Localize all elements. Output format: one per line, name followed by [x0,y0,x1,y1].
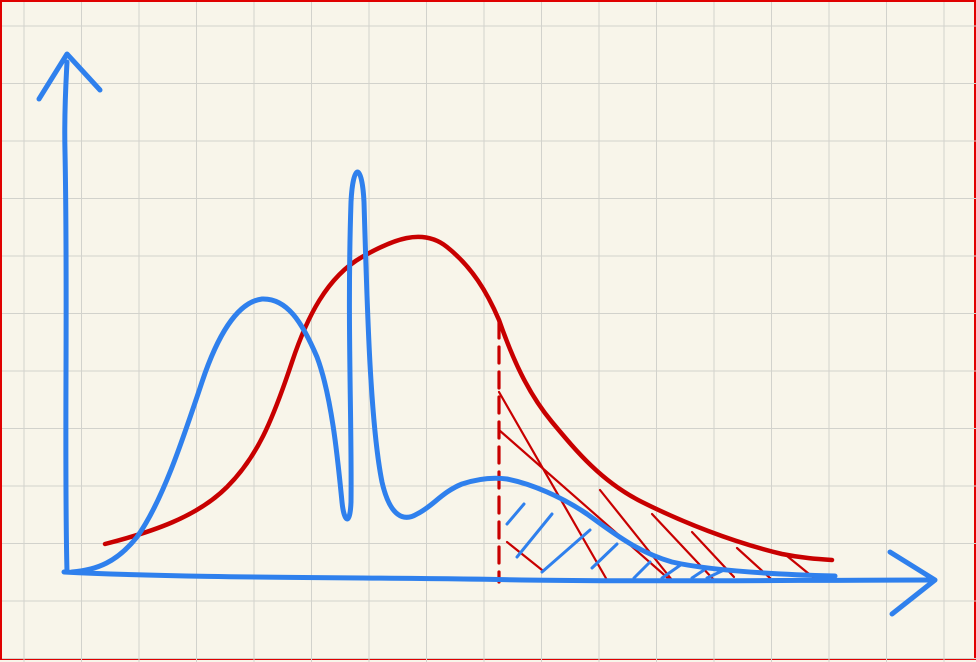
x-axis-arrowhead [887,549,938,617]
blue-density-curve [69,169,838,579]
y-axis [62,59,70,575]
red-density-curve [102,234,835,563]
y-axis-arrowhead [36,51,103,102]
x-axis [61,569,935,584]
red-tail-hatching [497,390,816,582]
